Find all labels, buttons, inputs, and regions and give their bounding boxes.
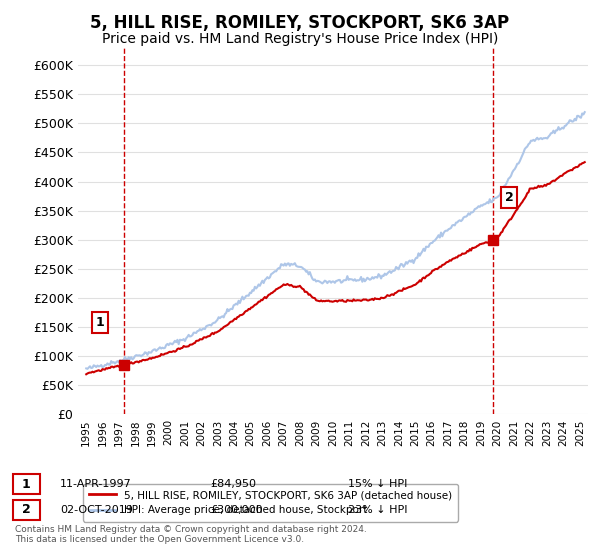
Text: 02-OCT-2019: 02-OCT-2019 [60, 505, 133, 515]
Text: 1: 1 [96, 316, 104, 329]
Text: 1: 1 [22, 478, 31, 491]
Text: £300,000: £300,000 [210, 505, 263, 515]
Text: 2: 2 [505, 191, 513, 204]
Text: 5, HILL RISE, ROMILEY, STOCKPORT, SK6 3AP: 5, HILL RISE, ROMILEY, STOCKPORT, SK6 3A… [91, 14, 509, 32]
Text: 15% ↓ HPI: 15% ↓ HPI [348, 479, 407, 489]
Text: 23% ↓ HPI: 23% ↓ HPI [348, 505, 407, 515]
Text: £84,950: £84,950 [210, 479, 256, 489]
FancyBboxPatch shape [13, 500, 40, 520]
Text: Price paid vs. HM Land Registry's House Price Index (HPI): Price paid vs. HM Land Registry's House … [102, 32, 498, 46]
Text: 2: 2 [22, 503, 31, 516]
Legend: 5, HILL RISE, ROMILEY, STOCKPORT, SK6 3AP (detached house), HPI: Average price, : 5, HILL RISE, ROMILEY, STOCKPORT, SK6 3A… [83, 484, 458, 521]
Text: 11-APR-1997: 11-APR-1997 [60, 479, 132, 489]
FancyBboxPatch shape [13, 474, 40, 494]
Text: Contains HM Land Registry data © Crown copyright and database right 2024.
This d: Contains HM Land Registry data © Crown c… [15, 525, 367, 544]
